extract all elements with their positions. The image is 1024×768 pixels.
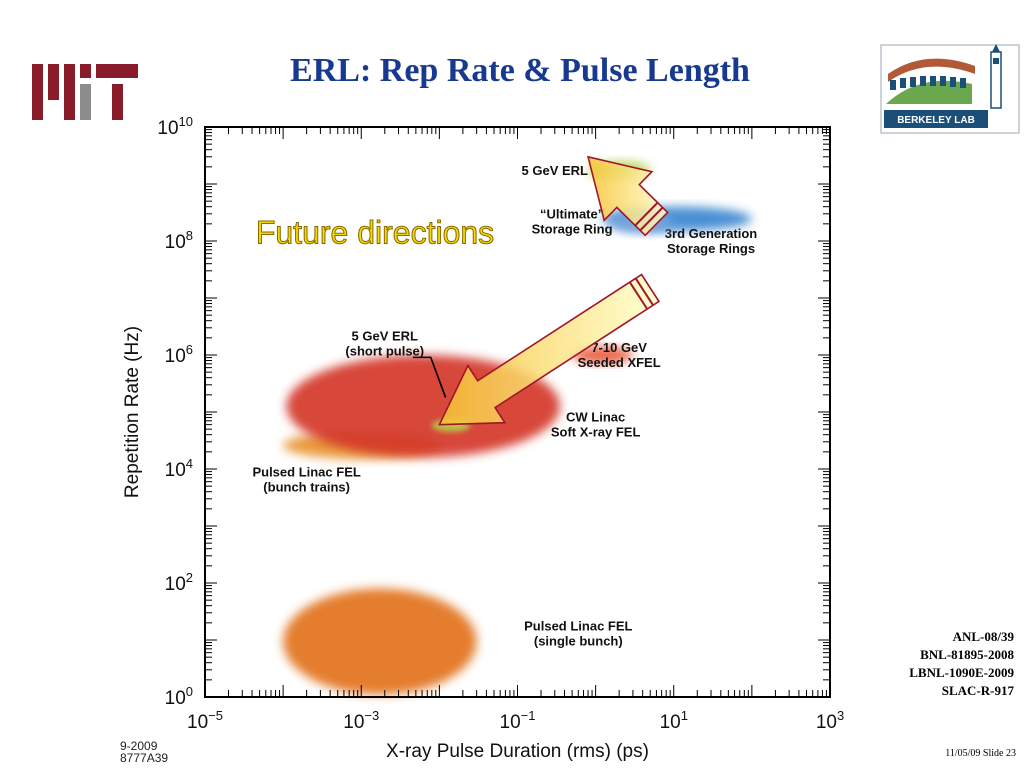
mit-logo-bar-2: [48, 64, 59, 100]
campanile-icon: [990, 44, 1002, 109]
region-pulsed-linac-single-ellipse: [283, 588, 477, 695]
region-label-ultimate-storage-ring: Storage Ring: [532, 221, 613, 236]
region-label-cw-linac: Soft X-ray FEL: [551, 425, 641, 440]
figure-id: 8777A39: [120, 751, 169, 765]
region-label-erl-short-pulse: 5 GeV ERL: [352, 328, 419, 343]
arrow-to-short-pulse: [438, 273, 661, 426]
region-label-pulsed-linac-trains: Pulsed Linac FEL: [252, 465, 360, 480]
arrow-to-erl-stripe: [634, 201, 659, 227]
arrow-to-short-pulse-stripe: [634, 277, 654, 306]
berkeley-label-box: [884, 110, 988, 128]
mit-logo-bar-4: [80, 64, 91, 78]
slide-number: 11/05/09 Slide 23: [945, 748, 1016, 759]
berkeley-roof-icon: [888, 58, 975, 82]
mit-logo-bar-3: [64, 64, 75, 120]
report-numbers: ANL-08/39 BNL-81895-2008 LBNL-1090E-2009…: [909, 628, 1014, 700]
future-directions: Future directions: [256, 215, 494, 251]
berkeley-logo-text: BERKELEY LAB: [897, 115, 975, 126]
report-number: LBNL-1090E-2009: [909, 665, 1014, 680]
region-pointer-erl-short-pulse: [412, 356, 447, 398]
x-tick-label: 101: [660, 708, 688, 733]
region-label-cw-linac: CW Linac: [566, 410, 625, 425]
berkeley-arches-icon: [890, 76, 966, 90]
region-label-ultimate-storage-ring: “Ultimate”: [540, 206, 604, 221]
region-label-seeded-xfel: Seeded XFEL: [578, 355, 661, 370]
figure-code: 9-2009 8777A39: [120, 740, 168, 764]
y-tick-label: 108: [165, 228, 193, 253]
y-tick-label: 102: [165, 570, 193, 595]
arrow-to-erl-stripe: [639, 206, 664, 232]
region-label-storage-rings-3rd: 3rd Generation: [665, 226, 758, 241]
x-axis-label: X-ray Pulse Duration (rms) (ps): [386, 741, 649, 762]
berkeley-lab-logo: BERKELEY LAB: [880, 44, 1020, 134]
mit-logo-bar-7: [112, 84, 123, 120]
mit-logo-bar-1: [32, 64, 43, 120]
region-label-erl-5gev: 5 GeV ERL: [522, 163, 589, 178]
figure-date: 9-2009: [120, 739, 158, 753]
region-seeded-xfel-ellipse: [572, 346, 633, 364]
x-tick-label: 10−5: [187, 708, 223, 733]
report-number: ANL-08/39: [952, 629, 1014, 644]
mit-logo-bar-5: [80, 84, 91, 120]
slide-title: ERL: Rep Rate & Pulse Length: [290, 52, 750, 89]
x-tick-label: 10−1: [500, 708, 536, 733]
x-tick-label: 10−3: [343, 708, 379, 733]
region-label-pulsed-linac-single: Pulsed Linac FEL: [524, 619, 632, 634]
y-tick-label: 104: [165, 456, 193, 481]
region-label-pulsed-linac-single: (single bunch): [534, 634, 623, 649]
region-pulsed-linac-single: [283, 588, 477, 695]
y-tick-label: 106: [165, 342, 193, 367]
report-number: BNL-81895-2008: [920, 647, 1014, 662]
mit-logo: [32, 64, 138, 120]
arrow-to-short-pulse-stripe: [628, 281, 649, 310]
report-number: SLAC-R-917: [941, 683, 1014, 698]
x-tick-label: 103: [816, 708, 844, 733]
region-label-pulsed-linac-trains: (bunch trains): [263, 480, 350, 495]
y-axis-label: Repetition Rate (Hz): [122, 326, 143, 498]
mit-logo-bar-6: [96, 64, 138, 78]
region-label-seeded-xfel: 7-10 GeV: [591, 340, 647, 355]
region-seeded-xfel: [572, 346, 633, 364]
y-tick-label: 1010: [157, 114, 193, 139]
region-label-storage-rings-3rd: Storage Rings: [667, 241, 755, 256]
y-tick-label: 100: [165, 684, 193, 709]
region-label-erl-short-pulse: (short pulse): [345, 343, 424, 358]
